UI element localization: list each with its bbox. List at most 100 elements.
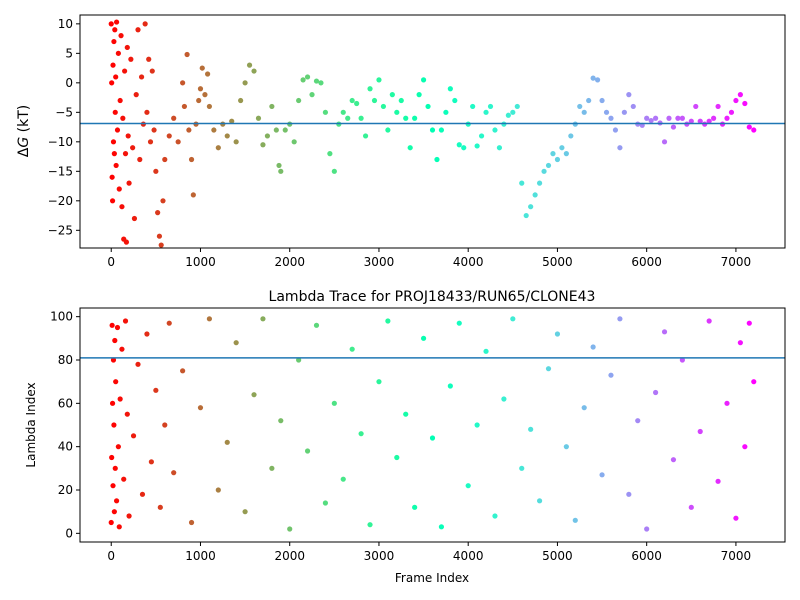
lambda-panel: Lambda Trace for PROJ18433/RUN65/CLONE43… <box>24 289 786 585</box>
delta-g-point <box>158 242 164 248</box>
delta-g-point <box>131 215 138 222</box>
delta-g-point <box>603 109 610 115</box>
delta-g-point <box>461 145 467 151</box>
delta-g-point <box>412 115 418 121</box>
lambda-point <box>349 346 355 352</box>
delta-g-y-tick-label: −5 <box>55 105 73 119</box>
delta-g-x-tick-label: 6000 <box>631 255 662 269</box>
lambda-point <box>545 366 552 372</box>
lambda-point <box>501 396 507 402</box>
lambda-point <box>148 459 154 465</box>
delta-g-point <box>255 115 262 121</box>
delta-g-point <box>175 139 181 145</box>
lambda-point <box>563 444 569 450</box>
delta-g-point <box>398 97 404 104</box>
lambda-point <box>269 465 275 471</box>
lambda-point <box>340 476 346 482</box>
lambda-point <box>412 504 418 510</box>
delta-g-point <box>122 68 128 74</box>
lambda-point <box>130 433 137 439</box>
delta-g-point <box>113 74 119 80</box>
lambda-point <box>153 387 159 393</box>
delta-g-point <box>532 192 538 198</box>
delta-g-point <box>186 127 192 133</box>
delta-g-point <box>697 118 703 124</box>
lambda-point <box>111 509 117 515</box>
delta-g-point <box>706 118 712 124</box>
delta-g-point <box>456 142 462 148</box>
lambda-point <box>110 483 116 489</box>
lambda-points <box>108 316 757 532</box>
delta-g-point <box>612 127 619 133</box>
delta-g-point <box>135 27 141 33</box>
lambda-point <box>135 361 141 367</box>
lambda-y-tick-label: 80 <box>58 353 73 367</box>
lambda-point <box>162 422 168 428</box>
delta-g-point <box>559 145 565 151</box>
delta-g-point <box>112 109 118 115</box>
lambda-point <box>456 320 462 326</box>
delta-g-point <box>205 71 211 77</box>
delta-g-point <box>171 115 177 121</box>
lambda-point <box>635 418 641 424</box>
delta-g-point <box>751 127 757 133</box>
lambda-point <box>528 426 534 432</box>
lambda-point <box>144 331 150 337</box>
lambda-x-ticks: 0 1000 2000 3000 4000 5000 6000 7000 <box>107 542 751 563</box>
delta-g-y-tick-label: −20 <box>48 194 73 208</box>
delta-g-point <box>113 19 120 25</box>
lambda-point <box>108 519 114 526</box>
delta-g-point <box>118 33 124 39</box>
delta-g-point <box>510 109 516 115</box>
lambda-y-tick-label: 100 <box>50 310 73 324</box>
lambda-point <box>737 340 743 346</box>
delta-g-point <box>528 204 534 210</box>
delta-g-point <box>156 233 163 239</box>
lambda-point <box>608 372 614 378</box>
delta-g-point <box>541 168 547 174</box>
lambda-point <box>113 379 119 385</box>
delta-g-point <box>586 97 592 104</box>
lambda-y-tick-label: 0 <box>65 526 73 540</box>
lambda-point <box>403 411 409 417</box>
delta-g-point <box>670 124 677 130</box>
delta-g-x-ticks: 0 1000 2000 3000 4000 5000 6000 7000 <box>107 248 751 269</box>
delta-g-point <box>116 186 122 192</box>
lambda-point <box>465 483 471 489</box>
delta-g-point <box>246 62 253 68</box>
delta-g-point <box>666 115 672 121</box>
lambda-x-tick-label: 1000 <box>185 549 216 563</box>
lambda-point <box>617 316 623 322</box>
delta-g-point <box>233 139 239 145</box>
delta-g-point <box>724 115 730 121</box>
lambda-point <box>115 444 121 450</box>
delta-g-x-tick-label: 3000 <box>364 255 395 269</box>
delta-g-point <box>630 103 636 110</box>
delta-g-point <box>653 115 659 121</box>
lambda-point <box>733 515 739 521</box>
lambda-point <box>139 491 146 497</box>
lambda-x-tick-label: 7000 <box>721 549 752 563</box>
lambda-point <box>429 435 436 441</box>
delta-g-point <box>519 180 525 186</box>
delta-g-point <box>110 62 116 68</box>
delta-g-point <box>142 21 148 27</box>
delta-g-point <box>621 109 627 115</box>
lambda-point <box>358 431 364 437</box>
delta-g-point <box>318 80 324 86</box>
delta-g-point <box>113 162 119 169</box>
delta-g-point <box>345 115 351 121</box>
lambda-point <box>590 344 596 350</box>
lambda-point <box>367 522 373 528</box>
delta-g-x-tick-label: 1000 <box>185 255 216 269</box>
lambda-point <box>109 454 115 461</box>
delta-g-point <box>608 115 614 121</box>
lambda-point <box>251 392 257 398</box>
delta-g-point <box>545 162 552 169</box>
delta-g-point <box>155 210 161 216</box>
delta-g-x-tick-label: 7000 <box>721 255 752 269</box>
lambda-point <box>661 329 668 335</box>
delta-g-point <box>737 92 743 98</box>
delta-g-points <box>108 19 757 248</box>
lambda-axes-frame <box>79 307 786 543</box>
